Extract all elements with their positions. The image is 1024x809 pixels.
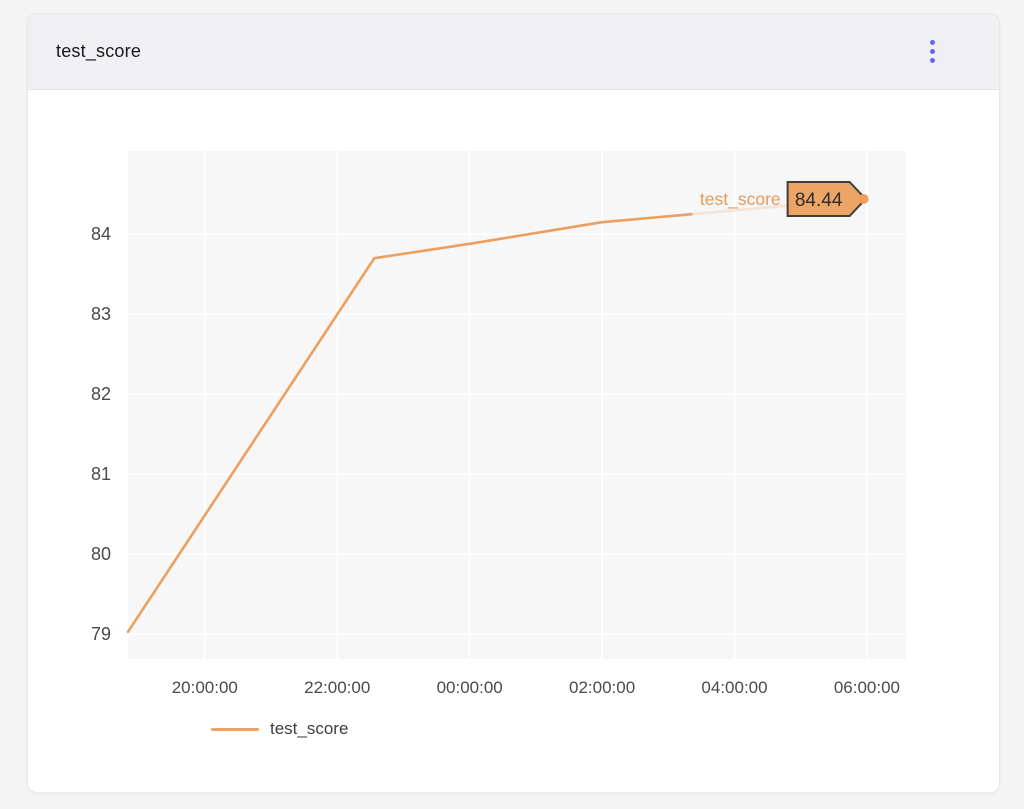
plot-panel (128, 151, 906, 659)
y-tick-label: 84 (91, 224, 111, 244)
end-label-series-text: test_score (700, 189, 781, 210)
end-value-text: 84.44 (795, 190, 843, 211)
line-chart-canvas[interactable]: 79 80 81 82 83 84 20:00:00 22:00:00 00:00:00 02:0… (28, 90, 999, 792)
chart-container: 79 80 81 82 83 84 20:00:00 22:00:00 00:00:00 02:0… (28, 90, 999, 792)
y-tick-label: 82 (91, 384, 111, 404)
panel-header: test_score (28, 14, 999, 90)
kebab-vertical-icon (930, 40, 935, 45)
x-tick-label: 20:00:00 (172, 678, 238, 697)
panel-title: test_score (56, 41, 142, 61)
legend-label: test_score (270, 719, 349, 738)
kebab-menu-button[interactable] (922, 34, 943, 69)
y-tick-label: 80 (91, 544, 111, 564)
x-tick-label: 02:00:00 (569, 678, 635, 697)
legend-item-test-score[interactable]: test_score (211, 719, 348, 739)
y-tick-label: 81 (91, 464, 111, 484)
series-line (126, 212, 693, 634)
legend-line-swatch (211, 727, 259, 731)
end-value-badge (786, 181, 868, 217)
end-point-dot (858, 194, 869, 204)
kebab-vertical-icon (930, 49, 935, 54)
metric-panel-card: test_score 79 80 81 82 83 84 20:00:00 22:00:00 0… (27, 13, 1000, 793)
y-tick-label: 83 (91, 304, 111, 324)
x-tick-label: 22:00:00 (304, 678, 370, 697)
y-tick-label: 79 (91, 624, 111, 644)
x-tick-label: 04:00:00 (701, 678, 767, 697)
kebab-vertical-icon (930, 58, 935, 63)
x-tick-label: 00:00:00 (437, 678, 503, 697)
x-tick-label: 06:00:00 (834, 678, 900, 697)
